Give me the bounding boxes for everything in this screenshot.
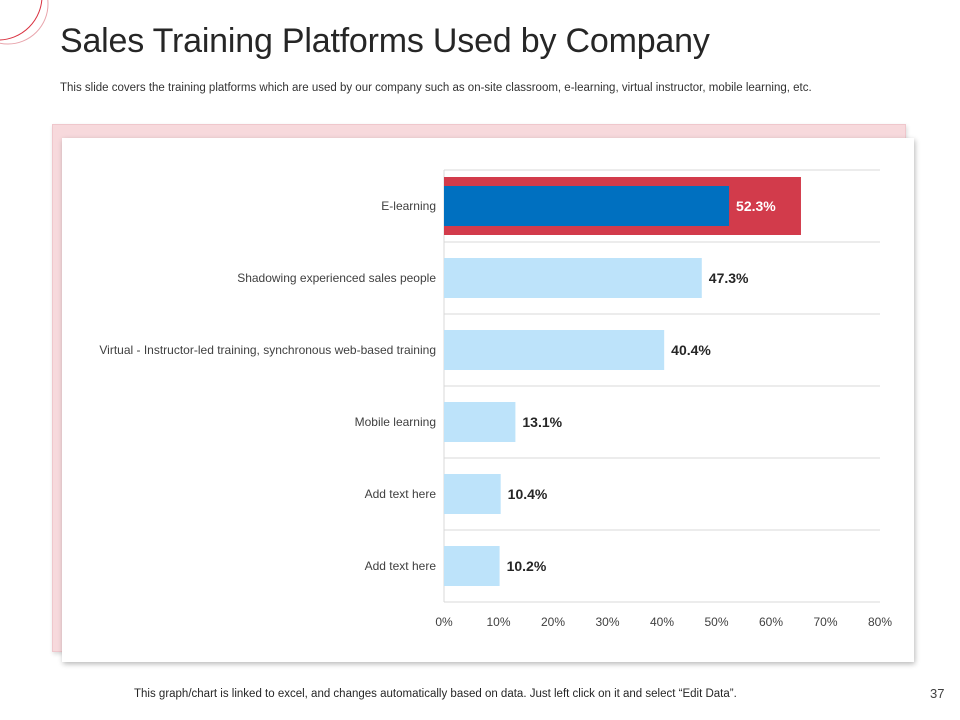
slide-subtitle: This slide covers the training platforms… [60, 82, 812, 94]
category-label: Add text here [365, 487, 437, 501]
x-tick-label: 70% [813, 615, 837, 629]
category-label: Shadowing experienced sales people [237, 271, 436, 285]
page-number: 37 [930, 686, 945, 701]
x-tick-label: 20% [541, 615, 565, 629]
category-label: E-learning [381, 199, 436, 213]
bar[interactable] [444, 258, 702, 298]
x-tick-label: 80% [868, 615, 892, 629]
bar[interactable] [444, 330, 665, 370]
x-tick-label: 40% [650, 615, 674, 629]
data-label: 47.3% [709, 270, 749, 286]
category-label: Mobile learning [355, 415, 436, 429]
data-label: 13.1% [522, 414, 562, 430]
bar[interactable] [444, 186, 730, 226]
bar[interactable] [444, 402, 516, 442]
data-label: 10.4% [508, 486, 548, 502]
x-tick-label: 50% [704, 615, 728, 629]
chart-container[interactable]: 52.3% E-learning 47.3% Shadowing experience… [62, 138, 914, 662]
bar-chart[interactable]: 52.3% E-learning 47.3% Shadowing experience… [62, 138, 914, 662]
bar[interactable] [444, 474, 501, 514]
x-tick-label: 0% [435, 615, 453, 629]
category-label: Add text here [365, 559, 437, 573]
corner-decoration [0, 0, 49, 45]
slide-title: Sales Training Platforms Used by Company [60, 22, 710, 60]
bar[interactable] [444, 546, 500, 586]
x-tick-label: 30% [595, 615, 619, 629]
data-label: 52.3% [736, 198, 776, 214]
x-tick-label: 60% [759, 615, 783, 629]
data-label: 10.2% [507, 558, 547, 574]
category-label: Virtual - Instructor-led training, synch… [99, 343, 436, 357]
footer-note: This graph/chart is linked to excel, and… [134, 688, 737, 700]
x-tick-label: 10% [486, 615, 510, 629]
data-label: 40.4% [671, 342, 711, 358]
